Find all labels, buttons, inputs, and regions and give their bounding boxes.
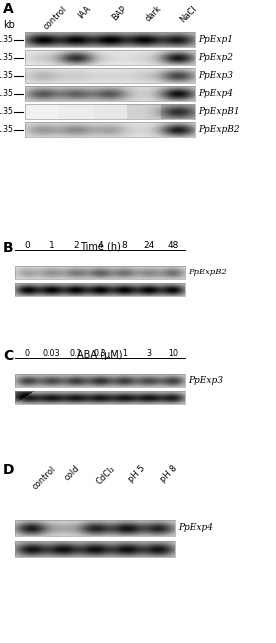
Text: 1.35: 1.35: [0, 107, 13, 116]
Text: 2: 2: [73, 241, 79, 250]
Text: 8: 8: [121, 241, 127, 250]
Text: PpExp3: PpExp3: [198, 71, 233, 80]
Bar: [25, 86, 195, 101]
Text: 10: 10: [168, 349, 178, 358]
Bar: [25, 32, 195, 47]
Text: PpExp4: PpExp4: [198, 89, 233, 98]
Text: cold: cold: [63, 464, 82, 483]
Text: BAP: BAP: [110, 4, 128, 23]
Text: control: control: [42, 4, 69, 31]
Text: IAA: IAA: [76, 4, 92, 21]
Text: 0.3: 0.3: [94, 349, 106, 358]
Text: PpExpB2: PpExpB2: [198, 125, 240, 134]
Text: Time (h): Time (h): [79, 242, 120, 252]
Bar: [25, 68, 195, 83]
Text: 0.03: 0.03: [43, 349, 60, 358]
Text: 0: 0: [24, 241, 30, 250]
Text: 3: 3: [146, 349, 151, 358]
Text: 24: 24: [143, 241, 154, 250]
Text: 1.35: 1.35: [0, 71, 13, 80]
Text: PpExp1: PpExp1: [198, 35, 233, 44]
Text: 1: 1: [49, 241, 54, 250]
Text: 1.35: 1.35: [0, 53, 13, 62]
Text: PpExpB2: PpExpB2: [188, 269, 227, 276]
Bar: [25, 50, 195, 65]
Text: ABA (μM): ABA (μM): [77, 350, 123, 360]
Text: 1.35: 1.35: [0, 35, 13, 44]
Text: C: C: [3, 349, 13, 363]
Text: 48: 48: [167, 241, 179, 250]
Bar: [15, 520, 175, 536]
Text: B: B: [3, 241, 14, 255]
Text: pH 5: pH 5: [127, 464, 147, 484]
Bar: [15, 266, 185, 279]
Text: CdCl₂: CdCl₂: [95, 464, 118, 487]
Text: 1.35: 1.35: [0, 125, 13, 134]
Text: A: A: [3, 2, 14, 16]
Text: 1: 1: [122, 349, 127, 358]
Text: kb: kb: [3, 20, 15, 30]
Text: 1.35: 1.35: [0, 89, 13, 98]
Text: NaCl: NaCl: [178, 4, 198, 24]
Text: 0: 0: [25, 349, 30, 358]
Bar: [15, 283, 185, 296]
Text: control: control: [31, 464, 58, 491]
Text: 4: 4: [97, 241, 103, 250]
Bar: [15, 541, 175, 557]
Text: D: D: [3, 463, 15, 477]
Text: PpExp3: PpExp3: [188, 376, 223, 385]
Bar: [25, 104, 195, 119]
Text: PpExpB1: PpExpB1: [198, 107, 240, 116]
Bar: [15, 391, 185, 404]
Text: 0.1: 0.1: [70, 349, 82, 358]
Text: PpExp2: PpExp2: [198, 53, 233, 62]
Text: pH 8: pH 8: [159, 464, 179, 484]
Bar: [15, 374, 185, 387]
Bar: [25, 122, 195, 137]
Text: PpExp4: PpExp4: [178, 523, 213, 532]
Text: dark: dark: [144, 4, 164, 24]
